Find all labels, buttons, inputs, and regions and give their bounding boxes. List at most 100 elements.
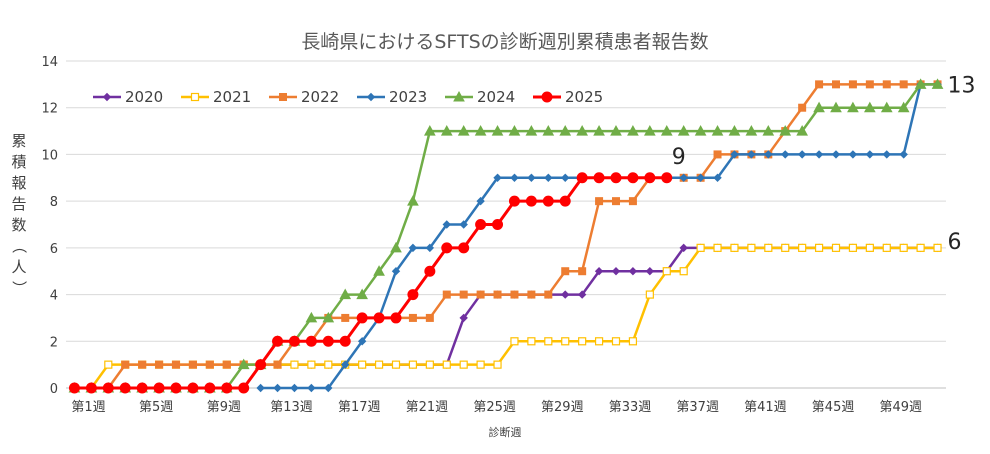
legend-item-2022: 2022 bbox=[269, 88, 339, 106]
data-point bbox=[865, 243, 874, 252]
data-point bbox=[882, 243, 891, 252]
data-point bbox=[459, 290, 468, 299]
y-tick-label: 4 bbox=[50, 289, 58, 304]
x-tick-label: 第21週 bbox=[406, 400, 449, 415]
legend-label: 2020 bbox=[125, 88, 163, 106]
data-point bbox=[561, 173, 570, 182]
y-label-char: 数 bbox=[11, 216, 26, 234]
x-tick-label: 第33週 bbox=[609, 400, 652, 415]
data-point bbox=[356, 312, 368, 324]
x-tick-label: 第29週 bbox=[541, 400, 584, 415]
y-label-char: 人 bbox=[11, 258, 26, 276]
data-point bbox=[172, 360, 180, 369]
x-tick-label: 第13週 bbox=[270, 400, 313, 415]
data-point bbox=[442, 290, 451, 299]
data-point bbox=[373, 265, 385, 276]
x-tick-label: 第5週 bbox=[139, 400, 173, 415]
legend-item-2020: 2020 bbox=[93, 88, 163, 106]
data-point bbox=[644, 172, 656, 184]
y-tick-label: 6 bbox=[50, 242, 58, 257]
x-axis-ticks: 第1週 第5週 第9週 第13週 第17週 第21週 第25週 第29週 第33週 第37週 第41… bbox=[71, 400, 922, 415]
x-tick-label: 第49週 bbox=[879, 400, 922, 415]
data-point bbox=[798, 243, 807, 252]
data-point bbox=[510, 290, 519, 299]
data-point bbox=[408, 243, 418, 253]
series-line bbox=[74, 83, 938, 390]
series-2022 bbox=[70, 80, 942, 392]
data-point bbox=[815, 80, 824, 89]
data-point bbox=[544, 337, 553, 346]
data-point bbox=[848, 150, 858, 159]
data-point bbox=[594, 267, 604, 276]
series-layer bbox=[68, 78, 944, 394]
data-point bbox=[440, 125, 453, 136]
data-point bbox=[407, 289, 419, 301]
data-point bbox=[880, 101, 893, 113]
data-point bbox=[544, 290, 553, 299]
data-point bbox=[882, 150, 891, 159]
data-point bbox=[476, 360, 485, 369]
data-point bbox=[390, 241, 402, 253]
y-tick-label: 14 bbox=[41, 55, 58, 70]
data-point bbox=[696, 243, 705, 252]
data-point bbox=[679, 243, 688, 253]
data-point bbox=[290, 360, 299, 369]
data-point bbox=[459, 360, 468, 369]
y-tick-label: 12 bbox=[41, 102, 58, 117]
annotations: 13 9 6 bbox=[672, 73, 976, 255]
data-point bbox=[339, 335, 351, 347]
data-point bbox=[273, 360, 282, 369]
data-point bbox=[679, 173, 688, 182]
legend-item-2023: 2023 bbox=[357, 88, 427, 106]
y-label-char: ） bbox=[10, 280, 28, 295]
data-point bbox=[527, 173, 536, 182]
data-point bbox=[170, 382, 182, 394]
legend-label: 2024 bbox=[477, 88, 515, 106]
data-point bbox=[305, 311, 318, 323]
y-label-char: 告 bbox=[11, 195, 26, 213]
data-point bbox=[510, 337, 519, 346]
data-point bbox=[593, 172, 605, 184]
data-point bbox=[255, 359, 267, 371]
data-point bbox=[848, 80, 857, 89]
y-tick-label: 10 bbox=[41, 148, 58, 163]
y-tick-label: 0 bbox=[50, 382, 58, 397]
data-point bbox=[221, 382, 233, 394]
data-point bbox=[476, 290, 485, 299]
legend: 2020 2021 2022 2023 2024 2025 bbox=[93, 88, 603, 106]
data-point bbox=[237, 358, 250, 370]
data-point bbox=[424, 265, 436, 277]
data-point bbox=[407, 195, 419, 206]
data-point bbox=[897, 101, 910, 113]
data-point bbox=[797, 150, 807, 159]
y-label-char: 積 bbox=[11, 153, 26, 171]
data-point bbox=[322, 311, 335, 323]
data-point bbox=[730, 243, 739, 252]
data-point bbox=[187, 382, 199, 394]
data-point bbox=[713, 150, 722, 159]
data-point bbox=[779, 125, 792, 136]
x-tick-label: 第37週 bbox=[676, 400, 719, 415]
data-point bbox=[595, 197, 604, 206]
data-point bbox=[865, 150, 875, 159]
data-point bbox=[711, 125, 724, 136]
data-point bbox=[391, 360, 401, 369]
data-point bbox=[831, 243, 841, 252]
data-point bbox=[475, 219, 487, 230]
data-point bbox=[899, 150, 908, 159]
data-point bbox=[272, 335, 284, 347]
data-point bbox=[831, 150, 841, 159]
x-axis-label: 診断週 bbox=[489, 425, 522, 439]
data-point bbox=[288, 335, 300, 347]
data-point bbox=[273, 383, 282, 393]
series-line bbox=[74, 246, 938, 390]
data-point bbox=[882, 80, 891, 89]
legend-item-2025: 2025 bbox=[533, 88, 603, 106]
data-point bbox=[863, 101, 876, 113]
data-point bbox=[696, 173, 705, 182]
data-point bbox=[373, 312, 385, 324]
chart-title: 長崎県におけるSFTSの診断週別累積患者報告数 bbox=[301, 31, 708, 53]
data-point bbox=[747, 243, 756, 252]
legend-label: 2022 bbox=[301, 88, 339, 106]
data-point bbox=[643, 125, 656, 136]
